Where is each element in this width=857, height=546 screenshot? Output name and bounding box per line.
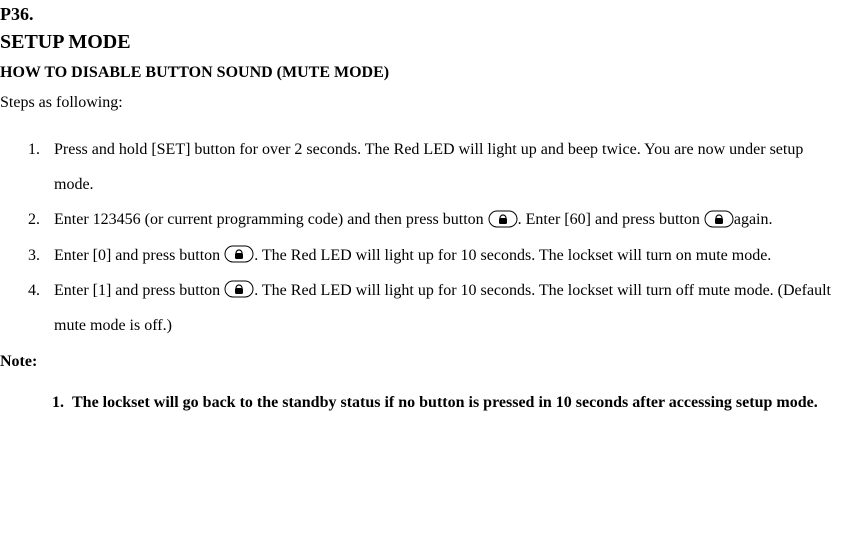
- section-title: SETUP MODE: [0, 31, 841, 54]
- step-text: . Enter [60] and press button: [518, 211, 704, 228]
- step-text: Enter [1] and press button: [54, 282, 224, 299]
- note-text: The lockset will go back to the standby …: [72, 394, 818, 411]
- step-text: again.: [734, 211, 773, 228]
- lock-icon: [224, 280, 254, 298]
- step-text: Enter 123456 (or current programming cod…: [54, 211, 488, 228]
- lock-icon: [488, 210, 518, 228]
- step-text: . The Red LED will light up for 10 secon…: [254, 247, 771, 264]
- note-label: Note:: [0, 353, 841, 371]
- step-item: Enter 123456 (or current programming cod…: [44, 202, 841, 237]
- lock-icon: [704, 210, 734, 228]
- lead-text: Steps as following:: [0, 94, 841, 112]
- note-item: The lockset will go back to the standby …: [68, 385, 841, 420]
- step-item: Enter [1] and press button . The Red LED…: [44, 273, 841, 343]
- step-text: Press and hold [SET] button for over 2 s…: [54, 141, 803, 193]
- step-item: Enter [0] and press button . The Red LED…: [44, 238, 841, 273]
- notes-list: The lockset will go back to the standby …: [0, 385, 841, 420]
- section-subtitle: HOW TO DISABLE BUTTON SOUND (MUTE MODE): [0, 64, 841, 82]
- step-item: Press and hold [SET] button for over 2 s…: [44, 132, 841, 202]
- page-reference: P36.: [0, 4, 841, 25]
- step-text: Enter [0] and press button: [54, 247, 224, 264]
- steps-list: Press and hold [SET] button for over 2 s…: [0, 132, 841, 343]
- document-page: P36. SETUP MODE HOW TO DISABLE BUTTON SO…: [0, 0, 857, 546]
- lock-icon: [224, 245, 254, 263]
